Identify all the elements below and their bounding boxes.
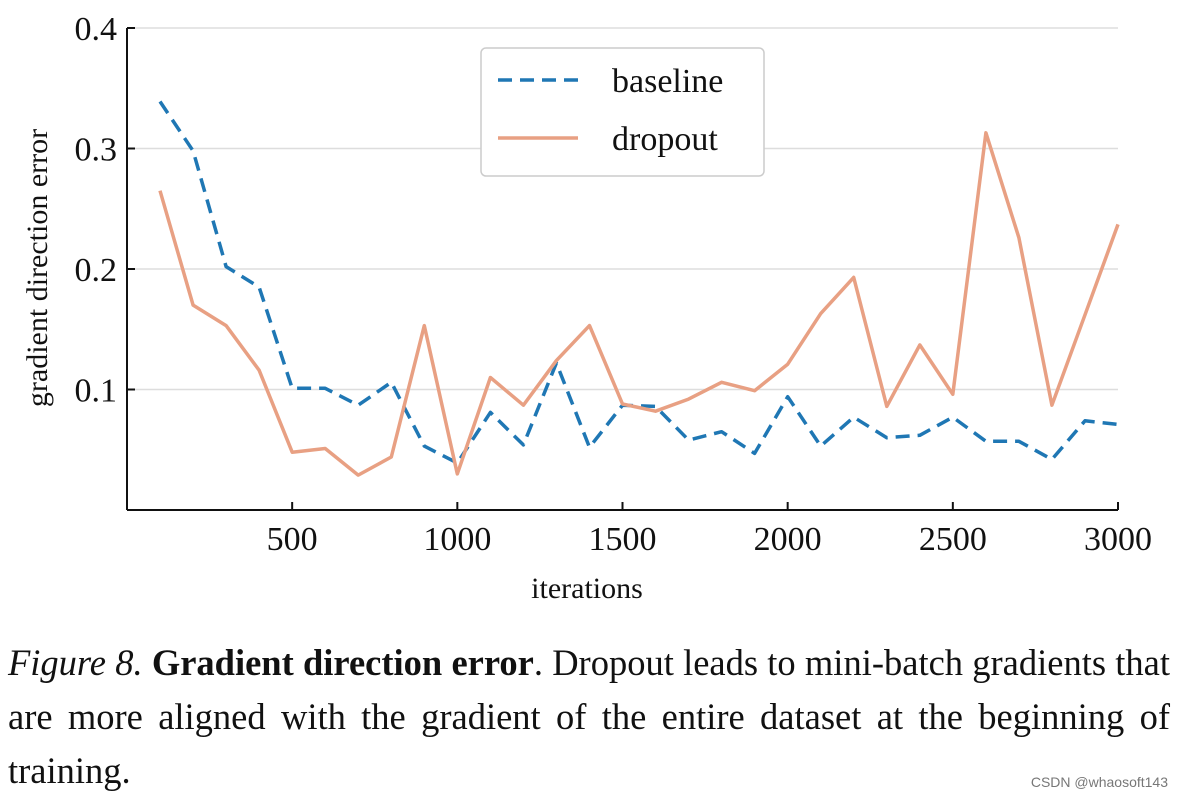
- x-tick-label-2: 1500: [589, 521, 657, 558]
- y-tick-label-3: 0.4: [75, 11, 118, 48]
- y-axis-label: gradient direction error: [21, 129, 54, 407]
- figure-caption: Figure 8. Gradient direction error. Drop…: [8, 636, 1170, 798]
- x-tick-label-5: 3000: [1084, 521, 1152, 558]
- ticks: 500 1000 1500 2000 2500 3000 0.1 0.2 0.3 0.4: [75, 11, 1153, 558]
- legend-label-baseline: baseline: [612, 63, 723, 100]
- figure-number: Figure 8.: [8, 642, 143, 683]
- y-tick-label-1: 0.2: [75, 252, 118, 289]
- legend: baseline dropout: [480, 47, 765, 177]
- watermark: CSDN @whaosoft143: [1030, 774, 1168, 790]
- x-tick-label-1: 1000: [423, 521, 491, 558]
- y-tick-label-2: 0.3: [75, 132, 118, 169]
- y-tick-label-0: 0.1: [75, 373, 118, 410]
- series-line-baseline: [158, 100, 1119, 465]
- series-line-dropout: [158, 131, 1120, 477]
- x-tick-label-0: 500: [267, 521, 318, 558]
- line-chart: 500 1000 1500 2000 2500 3000 0.1 0.2 0.3 0.4 iter…: [21, 11, 1153, 605]
- x-tick-label-3: 2000: [754, 521, 822, 558]
- legend-label-dropout: dropout: [612, 121, 718, 158]
- figure-title: Gradient direction error: [151, 642, 534, 683]
- caption-text: . Dropout leads to mini-batch gradients …: [8, 642, 1171, 791]
- x-axis-label: iterations: [531, 572, 643, 605]
- series-layer: [158, 100, 1120, 477]
- x-tick-label-4: 2500: [919, 521, 987, 558]
